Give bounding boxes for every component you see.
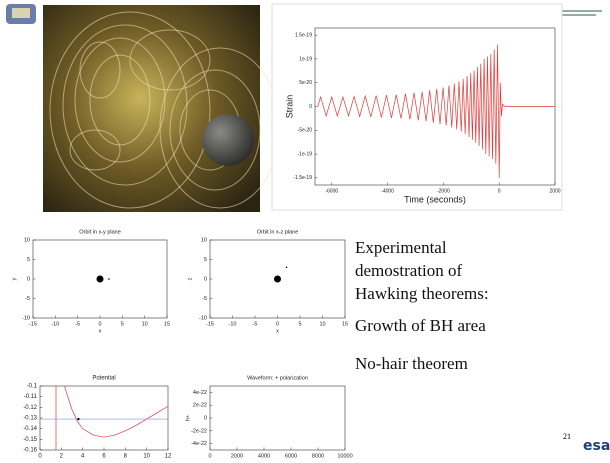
x-tick-label: 2000	[231, 453, 243, 459]
plot-title: Orbit in x-y plane	[79, 229, 121, 235]
y-tick-label: -5e-20	[298, 128, 313, 134]
x-tick-label: 6000	[285, 453, 297, 459]
x-tick-label: -4000	[381, 188, 394, 194]
point	[96, 275, 104, 283]
y-tick-label: -4e-22	[191, 441, 207, 447]
y-axis-label: y	[11, 277, 17, 280]
y-tick-label: -2e-22	[191, 428, 207, 434]
y-tick-label: 1.5e-19	[295, 32, 312, 38]
x-axis-label: x	[99, 328, 102, 334]
x-axis-label: x	[276, 328, 279, 334]
data-line	[317, 44, 555, 178]
x-tick-label: -6000	[325, 188, 338, 194]
x-tick-label: -15	[206, 321, 214, 327]
x-tick-label: -10	[229, 321, 237, 327]
y-tick-label: -0.14	[23, 426, 37, 432]
y-tick-label: 0	[27, 276, 30, 282]
y-tick-label: 5e-20	[299, 80, 312, 86]
page-number: 21	[563, 432, 571, 441]
x-tick-label: 10	[143, 454, 150, 460]
y-tick-label: -0.12	[23, 405, 37, 411]
x-tick-label: -5	[253, 321, 258, 327]
x-tick-label: -5	[75, 321, 80, 327]
x-tick-label: 10	[142, 321, 148, 327]
bullet: Growth of BH area	[355, 316, 486, 335]
x-tick-label: 4	[81, 454, 85, 460]
plot-title: Waveform: + polarization	[247, 375, 308, 381]
y-tick-label: -1.5e-19	[293, 175, 312, 181]
y-tick-label: 4e-22	[193, 390, 207, 396]
plot-title: Potential	[92, 376, 115, 382]
y-tick-label: -0.16	[23, 448, 37, 454]
y-axis-label: h+	[185, 415, 191, 421]
y-tick-label: -0.15	[23, 437, 37, 443]
y-tick-label: -0.11	[24, 394, 38, 400]
x-tick-label: -2000	[437, 188, 450, 194]
y-tick-label: 1e-19	[299, 56, 312, 62]
y-tick-label: 0	[204, 276, 207, 282]
x-tick-label: 10000	[337, 453, 352, 459]
x-tick-label: 15	[164, 321, 170, 327]
x-tick-label: 5	[298, 321, 301, 327]
y-tick-label: -10	[22, 315, 30, 321]
x-tick-label: -10	[51, 321, 59, 327]
y-axis-label: Strain	[284, 95, 294, 119]
x-tick-label: 6	[102, 454, 106, 460]
x-axis-label: Time (seconds)	[404, 194, 466, 204]
point	[108, 278, 110, 280]
y-tick-label: -0.1	[27, 384, 38, 390]
marker	[77, 417, 80, 421]
x-tick-label: -15	[29, 321, 37, 327]
x-tick-label: 0	[498, 188, 501, 194]
point	[285, 266, 288, 269]
y-tick-label: -0.13	[23, 416, 37, 422]
x-tick-label: 4000	[258, 453, 270, 459]
x-tick-label: 0	[276, 321, 279, 327]
x-tick-label: 0	[98, 321, 101, 327]
esa-logo: esa	[583, 438, 610, 454]
x-tick-label: 0	[38, 454, 42, 460]
x-tick-label: 2000	[549, 188, 560, 194]
y-tick-label: 0	[204, 415, 207, 421]
y-tick-label: -5	[202, 296, 207, 302]
y-tick-label: 2e-22	[193, 403, 207, 409]
y-tick-label: 5	[27, 257, 30, 263]
x-tick-label: 10	[319, 321, 325, 327]
y-axis-label: z	[187, 277, 193, 280]
y-tick-label: -5	[25, 296, 30, 302]
plot-frame	[209, 385, 346, 451]
heading: Experimental demostration of Hawking the…	[355, 238, 489, 303]
y-tick-label: 10	[201, 237, 207, 243]
y-tick-label: 10	[24, 237, 30, 243]
point	[274, 275, 281, 283]
y-tick-label: -1e-19	[298, 151, 313, 157]
x-tick-label: 0	[208, 453, 211, 459]
plot-frame	[39, 385, 169, 451]
gravitational-wave-image	[43, 5, 281, 212]
y-tick-label: 5	[204, 257, 207, 263]
plot-title: Orbit in x-z plane	[257, 229, 299, 235]
x-tick-label: 8000	[312, 453, 324, 459]
y-tick-label: -10	[199, 315, 207, 321]
y-tick-label: 0	[309, 104, 312, 110]
x-tick-label: 12	[165, 454, 172, 460]
x-tick-label: 5	[121, 321, 124, 327]
x-tick-label: 8	[124, 454, 128, 460]
logo-top-left	[6, 4, 36, 24]
x-tick-label: 15	[342, 321, 348, 327]
x-tick-label: 2	[60, 454, 64, 460]
bullet: No-hair theorem	[355, 354, 468, 373]
